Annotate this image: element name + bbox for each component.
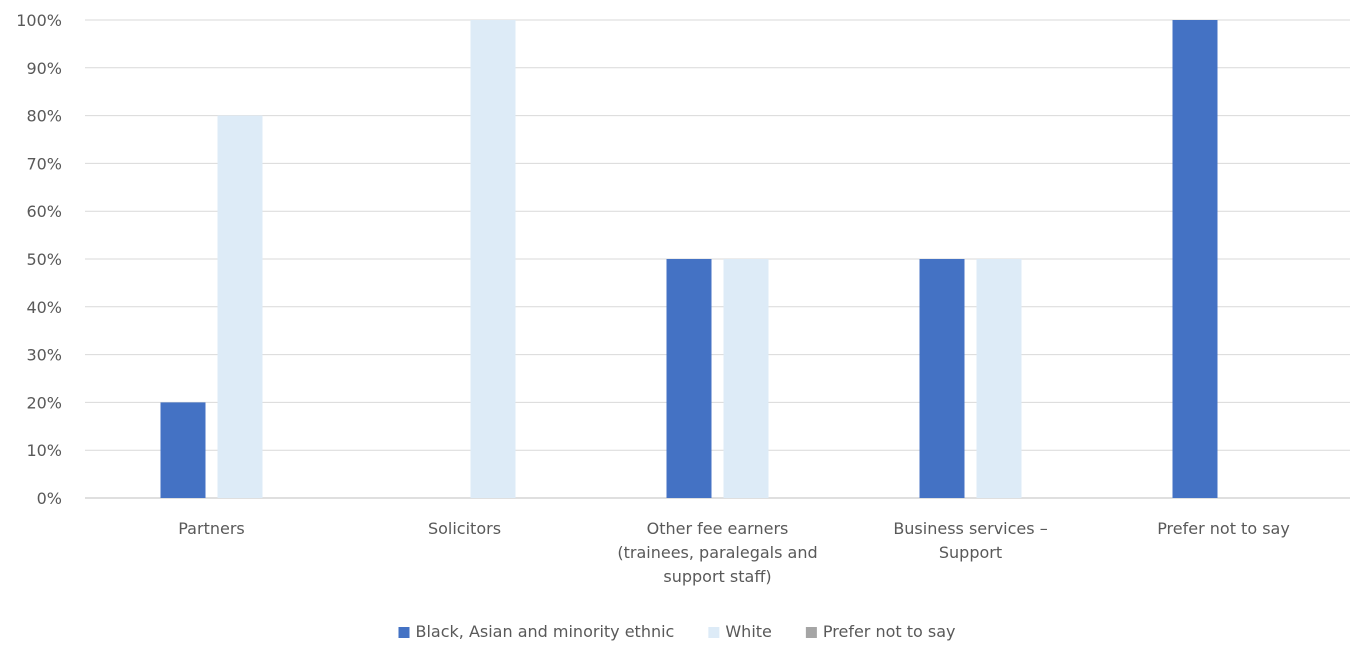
bar <box>919 259 965 498</box>
y-tick-label: 40% <box>26 298 62 317</box>
legend-swatch <box>708 627 720 638</box>
y-tick-label: 30% <box>26 346 62 365</box>
y-axis-tick-labels: 0% 10% 20% 30% 40% 50% 60% 70% 80% 90% 100% <box>16 11 62 508</box>
y-tick-label: 50% <box>26 250 62 269</box>
x-axis-category-labels: Partners Solicitors Other fee earners (trai… <box>178 519 1290 586</box>
legend-label: White <box>725 622 772 641</box>
legend-swatch <box>805 627 817 638</box>
legend-item: Black, Asian and minority ethnic <box>398 622 674 641</box>
legend-item: Prefer not to say <box>805 622 956 641</box>
bar <box>160 402 206 498</box>
y-tick-label: 20% <box>26 393 62 412</box>
legend-swatch <box>398 627 410 638</box>
y-tick-label: 10% <box>26 441 62 460</box>
y-tick-label: 70% <box>26 154 62 173</box>
x-category-label: Partners <box>178 519 244 538</box>
bar <box>1172 20 1218 498</box>
x-category-label: Other fee earners (trainees, paralegals a… <box>617 519 817 586</box>
bar <box>666 259 712 498</box>
y-tick-label: 100% <box>16 11 62 30</box>
y-tick-label: 80% <box>26 107 62 126</box>
y-tick-label: 60% <box>26 202 62 221</box>
x-category-label: Prefer not to say <box>1157 519 1290 538</box>
y-tick-label: 90% <box>26 59 62 78</box>
x-category-label: Business services – Support <box>893 519 1047 562</box>
legend: Black, Asian and minority ethnic White Pre… <box>398 622 956 641</box>
legend-label: Prefer not to say <box>823 622 956 641</box>
bar <box>217 115 263 498</box>
x-category-label: Solicitors <box>428 519 501 538</box>
bar <box>470 20 516 498</box>
legend-item: White <box>708 622 772 641</box>
bar <box>723 259 769 498</box>
bars <box>160 20 1218 498</box>
y-tick-label: 0% <box>37 489 62 508</box>
legend-label: Black, Asian and minority ethnic <box>415 622 674 641</box>
bar <box>976 259 1022 498</box>
gridlines <box>85 19 1350 499</box>
